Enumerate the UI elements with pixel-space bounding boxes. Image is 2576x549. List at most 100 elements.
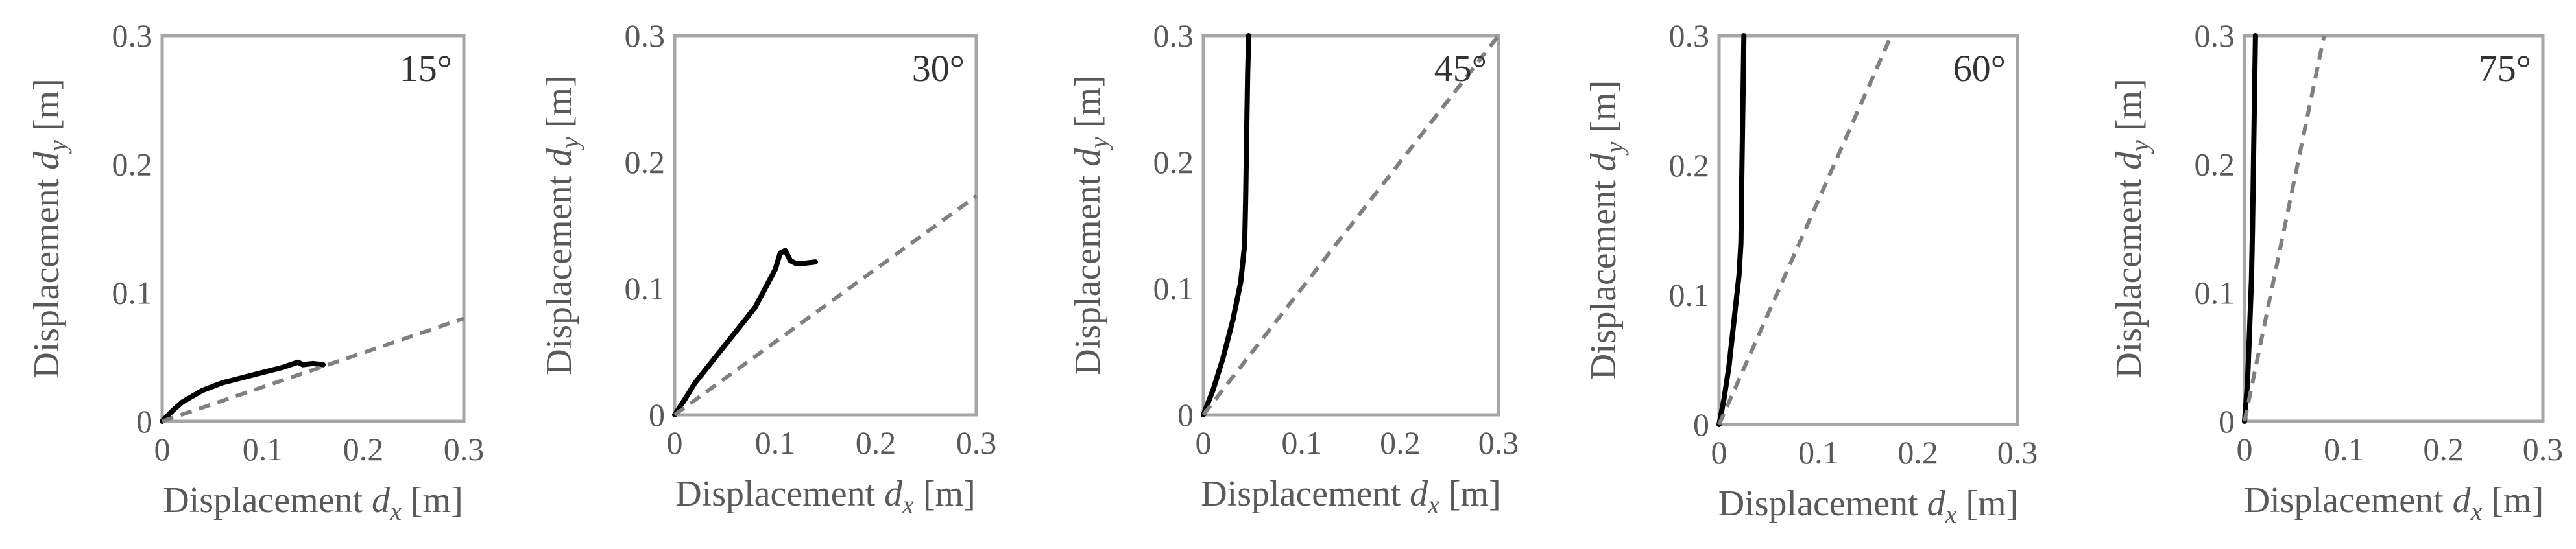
x-axis-label-word: Displacement xyxy=(675,474,884,514)
y-axis-label-word: Displacement xyxy=(1583,171,1624,380)
x-axis-label-unit: [m] xyxy=(402,480,463,520)
reference-line xyxy=(1201,34,1500,416)
y-tick-label: 0.2 xyxy=(625,144,666,180)
y-tick-label: 0.3 xyxy=(625,18,666,54)
y-axis-label-var: d xyxy=(2109,151,2149,170)
plot-frame xyxy=(2243,34,2545,423)
y-tick-label: 0.3 xyxy=(2195,18,2235,54)
y-axis-label-var: d xyxy=(27,151,67,170)
displacement-path-line xyxy=(2242,33,2258,424)
x-axis-label-var: d xyxy=(372,480,391,520)
x-tick-label: 0.2 xyxy=(856,425,897,461)
x-axis-label-sub: x xyxy=(2470,496,2483,526)
x-axis-label-unit: [m] xyxy=(1439,474,1501,514)
x-tick-label: 0 xyxy=(2237,431,2253,467)
x-tick-label: 0.2 xyxy=(2423,431,2464,467)
x-tick-label: 0 xyxy=(667,425,683,461)
y-axis-label-unit: [m] xyxy=(27,78,67,140)
x-tick-label: 0 xyxy=(154,431,171,467)
x-axis-label: Displacement dx [m] xyxy=(2244,480,2544,526)
y-axis-label-word: Displacement xyxy=(2109,170,2149,379)
y-tick-label: 0.1 xyxy=(112,275,153,311)
chart-panel-3: 0 0.1 0.2 0.300.10.20.345°Displacement dx [… xyxy=(1068,18,1519,519)
y-axis-label-unit: [m] xyxy=(1583,80,1624,142)
x-axis-label-sub: x xyxy=(902,490,914,519)
x-tick-label: 0.3 xyxy=(1478,425,1519,461)
x-axis-label-unit: [m] xyxy=(914,474,976,514)
x-axis-label-word: Displacement xyxy=(1718,484,1927,524)
x-axis-label-word: Displacement xyxy=(2244,480,2453,520)
chart-panel-2: 0 0.1 0.2 0.300.10.20.330°Displacement dx [… xyxy=(539,18,996,519)
y-tick-label: 0.2 xyxy=(1669,147,1710,183)
y-tick-label: 0.3 xyxy=(112,18,153,54)
x-axis-label: Displacement dx [m] xyxy=(163,480,463,526)
plot-frame xyxy=(160,34,466,423)
reference-line xyxy=(162,316,464,423)
x-tick-label: 0.1 xyxy=(1281,425,1322,461)
y-axis-label-var: d xyxy=(539,148,579,167)
y-tick-label: 0.3 xyxy=(1153,18,1194,54)
x-tick-label: 0.3 xyxy=(1997,434,2038,471)
x-axis-label-unit: [m] xyxy=(2482,480,2544,520)
x-tick-label: 0.1 xyxy=(2324,431,2365,467)
y-tick-label: 0 xyxy=(1177,397,1194,433)
chart-panel-1: 0 0.1 0.2 0.300.10.20.315°Displacement dx [… xyxy=(27,18,484,526)
y-tick-label: 0 xyxy=(1693,406,1709,443)
x-axis-label-sub: x xyxy=(1427,490,1439,519)
y-tick-label: 0.1 xyxy=(1669,277,1710,313)
x-axis-label-unit: [m] xyxy=(1956,484,2018,524)
displacement-path-line xyxy=(1201,33,1251,417)
x-tick-label: 0 xyxy=(1711,434,1727,471)
x-axis-label-sub: x xyxy=(1945,500,1957,529)
plot-frame xyxy=(1717,34,2019,426)
x-tick-label: 0.2 xyxy=(1380,425,1421,461)
x-axis-label-var: d xyxy=(1927,484,1946,524)
y-axis-label-sub: y xyxy=(2125,140,2154,154)
x-tick-label: 0.1 xyxy=(755,425,796,461)
x-tick-label: 0.3 xyxy=(956,425,997,461)
y-axis-label: Displacement dy [m] xyxy=(1583,80,1629,380)
y-axis-label-sub: y xyxy=(555,137,584,151)
x-tick-label: 0.3 xyxy=(2523,431,2564,467)
x-axis-label-word: Displacement xyxy=(163,480,372,520)
y-axis-label-word: Displacement xyxy=(539,167,579,375)
displacement-path-line xyxy=(160,359,326,424)
angle-annotation: 75° xyxy=(2479,47,2531,89)
y-tick-label: 0.3 xyxy=(1669,18,1710,54)
y-axis-label: Displacement dy [m] xyxy=(2109,78,2154,379)
y-axis-label: Displacement dy [m] xyxy=(1068,75,1113,375)
y-axis-label-word: Displacement xyxy=(27,170,67,379)
y-tick-label: 0.1 xyxy=(2195,275,2235,311)
y-tick-label: 0.1 xyxy=(1153,270,1194,307)
y-axis-label: Displacement dy [m] xyxy=(539,75,584,375)
x-axis-label-word: Displacement xyxy=(1201,474,1410,514)
x-axis-label-var: d xyxy=(884,474,903,514)
reference-line xyxy=(673,194,978,417)
y-axis-label-unit: [m] xyxy=(539,75,579,137)
plot-frame xyxy=(1201,34,1500,417)
x-tick-label: 0.2 xyxy=(1897,434,1938,471)
angle-annotation: 30° xyxy=(912,47,965,89)
x-axis-label-sub: x xyxy=(389,496,402,526)
displacement-path-line xyxy=(672,248,818,417)
y-axis-label-sub: y xyxy=(43,140,72,154)
x-tick-label: 0.2 xyxy=(343,431,384,467)
x-axis-label-var: d xyxy=(2453,480,2472,520)
reference-line xyxy=(2243,35,2326,422)
y-tick-label: 0.2 xyxy=(2195,146,2235,182)
x-axis-label: Displacement dx [m] xyxy=(1718,484,2019,529)
y-tick-label: 0 xyxy=(2219,403,2235,439)
y-axis-label-var: d xyxy=(1068,148,1108,167)
y-axis-label-unit: [m] xyxy=(1068,75,1108,137)
y-axis-label-word: Displacement xyxy=(1068,167,1108,375)
angle-annotation: 60° xyxy=(1953,47,2006,89)
angle-annotation: 15° xyxy=(400,47,452,89)
y-tick-label: 0 xyxy=(136,403,152,439)
y-tick-label: 0 xyxy=(649,397,665,433)
y-axis-label-sub: y xyxy=(1084,137,1113,151)
y-axis-label-var: d xyxy=(1583,152,1624,171)
y-axis-label: Displacement dy [m] xyxy=(27,78,72,379)
plot-frame xyxy=(673,34,978,417)
x-tick-label: 0 xyxy=(1196,425,1212,461)
